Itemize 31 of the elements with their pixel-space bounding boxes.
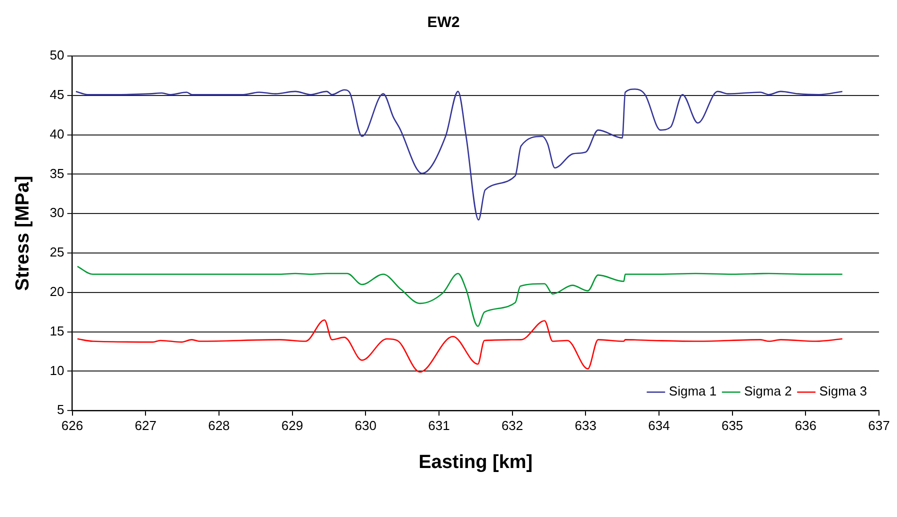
y-tick-label: 15 bbox=[50, 323, 64, 338]
x-tick-label: 632 bbox=[501, 418, 524, 433]
x-tick-label: 630 bbox=[354, 418, 376, 433]
x-tick-label: 627 bbox=[134, 418, 156, 433]
legend-label: Sigma 1 bbox=[668, 384, 717, 399]
y-tick-label: 30 bbox=[50, 205, 64, 220]
y-tick-label: 5 bbox=[57, 402, 64, 418]
x-tick-label: 634 bbox=[648, 418, 670, 433]
chart-title: EW2 bbox=[427, 14, 460, 32]
x-tick-label: 629 bbox=[281, 418, 304, 433]
x-tick-label: 636 bbox=[794, 418, 817, 433]
line-series bbox=[76, 266, 843, 327]
y-tick-label: 45 bbox=[50, 86, 64, 102]
y-tick-label: 50 bbox=[50, 48, 64, 63]
y-tick-label: 35 bbox=[50, 166, 64, 181]
line-series bbox=[75, 88, 843, 221]
x-axis-title: Easting [km] bbox=[418, 452, 533, 473]
y-tick-label: 20 bbox=[50, 284, 64, 299]
y-tick-label: 40 bbox=[50, 126, 64, 142]
x-tick-label: 631 bbox=[428, 418, 450, 433]
y-tick-label: 25 bbox=[50, 244, 64, 260]
legend-label: Sigma 3 bbox=[819, 384, 868, 399]
x-tick-label: 628 bbox=[208, 418, 230, 433]
x-tick-label: 635 bbox=[721, 418, 744, 433]
x-tick-label: 633 bbox=[574, 418, 596, 433]
y-axis-title: Stress [MPa] bbox=[12, 176, 34, 291]
legend-label: Sigma 2 bbox=[744, 384, 792, 399]
line-series bbox=[76, 319, 843, 373]
x-tick-label: 637 bbox=[868, 418, 890, 433]
x-tick-label: 626 bbox=[61, 418, 84, 433]
y-tick-label: 10 bbox=[50, 362, 64, 378]
